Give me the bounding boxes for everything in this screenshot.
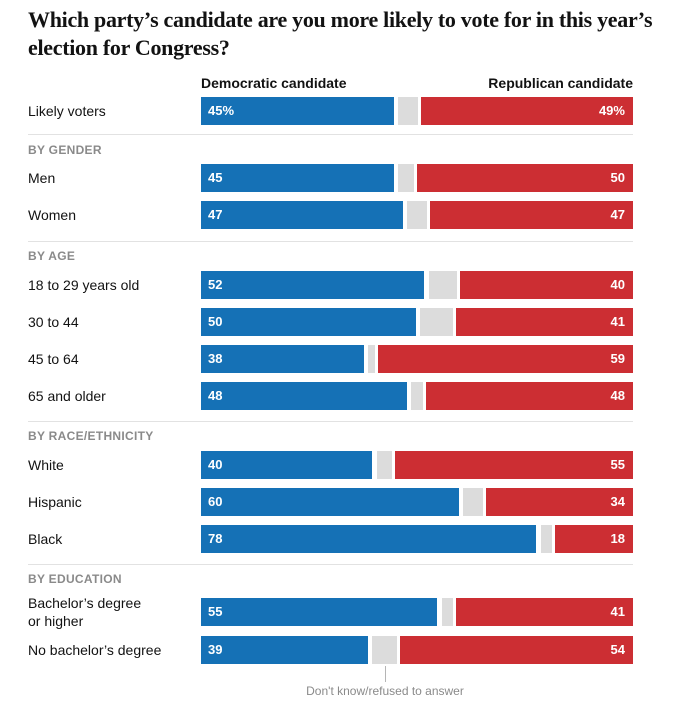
bar-republican: 59: [378, 345, 633, 373]
section-heading: BY GENDER: [28, 143, 102, 157]
bar-republican: 34: [486, 488, 633, 516]
bar-value-democratic: 39: [208, 642, 223, 657]
bar-value-republican: 41: [610, 314, 625, 329]
row-label: No bachelor’s degree: [28, 642, 162, 658]
republican-column-header: Republican candidate: [488, 75, 633, 91]
bar-value-republican: 54: [610, 642, 625, 657]
section-divider: [28, 134, 633, 135]
bar-republican: 55: [395, 451, 633, 479]
row-label: Hispanic: [28, 494, 82, 510]
section-divider: [28, 564, 633, 565]
bar-value-republican: 59: [610, 351, 625, 366]
row-label: Women: [28, 207, 76, 223]
bar-republican: 54: [399, 636, 633, 664]
row-label: Likely voters: [28, 103, 106, 119]
bar-dont-know: [420, 308, 453, 336]
bar-value-republican: 41: [610, 604, 625, 619]
bar-value-democratic: 50: [208, 314, 223, 329]
section-heading: BY AGE: [28, 249, 76, 263]
bar-republican: 41: [455, 598, 633, 626]
section-divider: [28, 241, 633, 242]
democratic-column-header: Democratic candidate: [201, 75, 347, 91]
bar-republican: 18: [555, 525, 633, 553]
bar-dont-know: [411, 382, 423, 410]
bar-republican: 40: [460, 271, 633, 299]
bar-value-democratic: 47: [208, 207, 223, 222]
bar-dont-know: [372, 636, 397, 664]
bar-democratic: 47: [201, 201, 403, 229]
bar-value-democratic: 60: [208, 494, 223, 509]
bar-democratic: 39: [201, 636, 368, 664]
chart-title: Which party’s candidate are you more lik…: [28, 7, 653, 60]
row-label: White: [28, 457, 64, 473]
bar-value-democratic: 52: [208, 277, 223, 292]
bar-republican: 50: [417, 164, 633, 192]
bar-value-republican: 55: [610, 457, 625, 472]
bar-democratic: 45: [201, 164, 394, 192]
bar-value-democratic: 45: [208, 170, 223, 185]
section-heading: BY EDUCATION: [28, 572, 122, 586]
bar-democratic: 50: [201, 308, 416, 336]
bar-dont-know: [463, 488, 484, 516]
bar-dont-know: [398, 97, 419, 125]
bar-democratic: 52: [201, 271, 425, 299]
row-label: Men: [28, 170, 56, 186]
bar-value-democratic: 45%: [208, 103, 235, 118]
bar-dont-know: [441, 598, 453, 626]
row-label: Bachelor’s degree or higher: [28, 595, 142, 629]
bar-value-republican: 47: [610, 207, 625, 222]
row-label: 30 to 44: [28, 314, 79, 330]
row-label: 45 to 64: [28, 351, 79, 367]
bar-dont-know: [376, 451, 393, 479]
bar-republican: 49%: [421, 97, 633, 125]
bar-democratic: 48: [201, 382, 407, 410]
bar-value-republican: 40: [610, 277, 625, 292]
row-label: Black: [28, 531, 63, 547]
bar-democratic: 45%: [201, 97, 394, 125]
bar-dont-know: [398, 164, 414, 192]
row-label: 18 to 29 years old: [28, 277, 140, 293]
bar-democratic: 55: [201, 598, 438, 626]
bar-value-republican: 48: [610, 388, 625, 403]
bar-value-democratic: 78: [208, 531, 223, 546]
bar-democratic: 78: [201, 525, 537, 553]
annotation-leader-line: [385, 666, 386, 682]
bar-value-democratic: 55: [208, 604, 223, 619]
bar-democratic: 60: [201, 488, 459, 516]
bar-value-republican: 49%: [598, 103, 625, 118]
annotation-dont-know: Don't know/refused to answer: [306, 684, 464, 698]
bar-value-republican: 18: [610, 531, 625, 546]
bar-value-democratic: 38: [208, 351, 223, 366]
bar-value-democratic: 48: [208, 388, 223, 403]
bar-value-democratic: 40: [208, 457, 223, 472]
section-heading: BY RACE/ETHNICITY: [28, 429, 154, 443]
bar-value-republican: 50: [610, 170, 625, 185]
bar-dont-know: [428, 271, 458, 299]
bar-dont-know: [540, 525, 553, 553]
bar-dont-know: [407, 201, 427, 229]
bar-republican: 41: [455, 308, 633, 336]
bar-democratic: 38: [201, 345, 364, 373]
row-label: 65 and older: [28, 388, 106, 404]
bar-value-republican: 34: [610, 494, 625, 509]
bar-dont-know: [368, 345, 376, 373]
bar-republican: 48: [425, 382, 633, 410]
bar-democratic: 40: [201, 451, 373, 479]
section-divider: [28, 421, 633, 422]
bar-republican: 47: [429, 201, 633, 229]
